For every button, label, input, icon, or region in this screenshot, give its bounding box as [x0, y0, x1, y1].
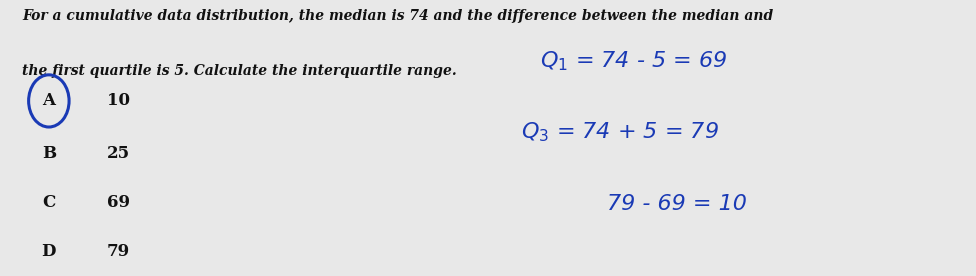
- Text: 79 - 69 = 10: 79 - 69 = 10: [607, 194, 748, 214]
- Text: the first quartile is 5. Calculate the interquartile range.: the first quartile is 5. Calculate the i…: [21, 64, 457, 78]
- Text: 79: 79: [106, 243, 130, 261]
- Text: $\mathit{Q_3}$ = 74 + 5 = 79: $\mathit{Q_3}$ = 74 + 5 = 79: [521, 121, 718, 144]
- Text: A: A: [42, 92, 56, 109]
- Text: 25: 25: [106, 145, 130, 162]
- Text: B: B: [42, 145, 56, 162]
- Text: 69: 69: [106, 194, 130, 211]
- Text: D: D: [42, 243, 56, 261]
- Text: C: C: [42, 194, 56, 211]
- Text: $\mathit{Q_1}$ = 74 - 5 = 69: $\mathit{Q_1}$ = 74 - 5 = 69: [540, 49, 727, 73]
- Text: For a cumulative data distribution, the median is 74 and the difference between : For a cumulative data distribution, the …: [21, 9, 773, 23]
- Text: 10: 10: [106, 92, 130, 109]
